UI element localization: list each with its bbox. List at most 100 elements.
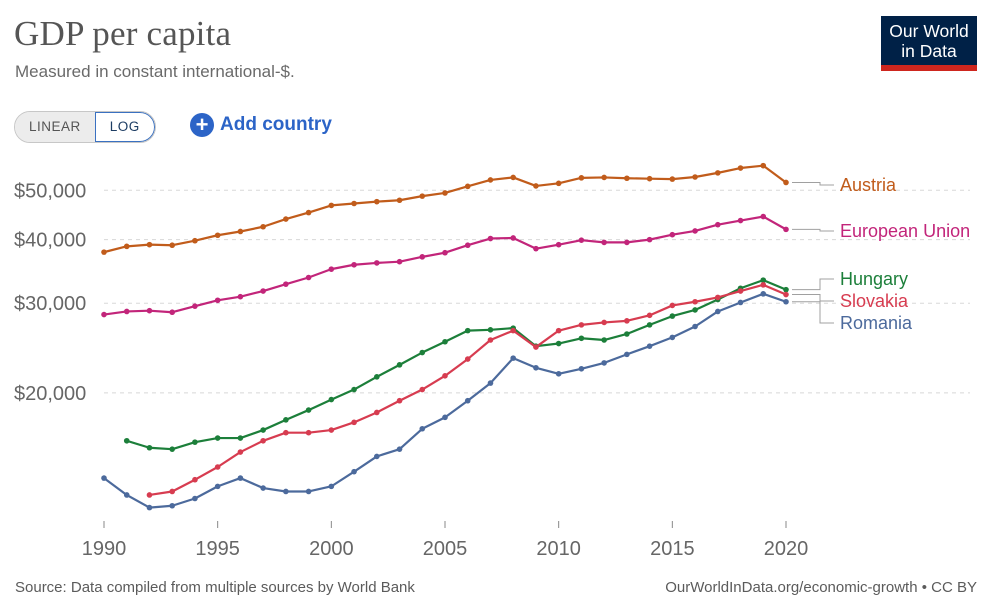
data-point-slovakia[interactable] (487, 337, 494, 343)
data-point-austria[interactable] (783, 179, 789, 186)
data-point-european-union[interactable] (146, 307, 153, 314)
data-point-austria[interactable] (737, 165, 744, 171)
data-point-romania[interactable] (442, 414, 448, 421)
data-point-slovakia[interactable] (192, 476, 198, 483)
data-point-slovakia[interactable] (510, 327, 516, 334)
data-point-romania[interactable] (101, 475, 107, 481)
data-point-austria[interactable] (487, 177, 494, 183)
series-line-hungary[interactable] (126, 279, 787, 451)
data-point-european-union[interactable] (305, 274, 312, 281)
data-point-slovakia[interactable] (783, 291, 789, 298)
data-point-austria[interactable] (715, 170, 721, 176)
data-point-austria[interactable] (328, 202, 335, 209)
data-point-austria[interactable] (692, 174, 698, 180)
data-point-austria[interactable] (419, 193, 426, 199)
data-point-hungary[interactable] (260, 427, 266, 433)
data-point-slovakia[interactable] (214, 464, 221, 470)
data-point-austria[interactable] (624, 175, 630, 182)
data-point-european-union[interactable] (646, 236, 653, 243)
data-point-slovakia[interactable] (351, 419, 357, 426)
data-point-romania[interactable] (510, 355, 516, 361)
data-point-austria[interactable] (646, 175, 653, 182)
data-point-hungary[interactable] (283, 417, 289, 423)
source-link[interactable]: OurWorldInData.org/economic-growth • CC … (665, 579, 977, 596)
data-point-hungary[interactable] (442, 338, 448, 345)
data-point-slovakia[interactable] (669, 302, 676, 309)
data-point-austria[interactable] (123, 243, 130, 250)
data-point-austria[interactable] (396, 197, 403, 204)
data-point-hungary[interactable] (374, 374, 380, 380)
data-point-hungary[interactable] (237, 435, 244, 441)
data-point-austria[interactable] (442, 190, 448, 196)
data-point-hungary[interactable] (464, 327, 471, 334)
data-point-european-union[interactable] (101, 311, 107, 318)
data-point-romania[interactable] (192, 495, 198, 502)
data-point-slovakia[interactable] (692, 298, 698, 305)
owid-logo[interactable]: Our World in Data (881, 16, 977, 71)
data-point-slovakia[interactable] (328, 427, 335, 433)
data-point-austria[interactable] (101, 249, 107, 255)
data-point-european-union[interactable] (601, 239, 607, 246)
data-point-slovakia[interactable] (283, 429, 289, 436)
data-point-slovakia[interactable] (374, 409, 380, 416)
data-point-austria[interactable] (214, 232, 221, 239)
data-point-austria[interactable] (192, 237, 198, 244)
series-label-slovakia[interactable]: Slovakia (840, 291, 909, 311)
data-point-slovakia[interactable] (464, 356, 471, 362)
data-point-hungary[interactable] (646, 322, 653, 328)
data-point-slovakia[interactable] (624, 318, 630, 324)
data-point-slovakia[interactable] (260, 437, 266, 444)
data-point-austria[interactable] (237, 228, 244, 235)
data-point-romania[interactable] (624, 351, 630, 358)
data-point-european-union[interactable] (374, 260, 380, 266)
data-point-romania[interactable] (692, 323, 698, 330)
data-point-european-union[interactable] (123, 308, 130, 315)
data-point-austria[interactable] (760, 162, 767, 169)
data-point-slovakia[interactable] (533, 344, 539, 350)
data-point-hungary[interactable] (419, 349, 426, 356)
data-point-european-union[interactable] (624, 239, 630, 246)
data-point-european-union[interactable] (578, 237, 585, 243)
data-point-romania[interactable] (237, 475, 244, 481)
data-point-european-union[interactable] (214, 297, 221, 304)
data-point-european-union[interactable] (669, 231, 676, 238)
data-point-hungary[interactable] (123, 437, 130, 444)
data-point-slovakia[interactable] (169, 488, 175, 495)
data-point-austria[interactable] (601, 174, 607, 181)
data-point-romania[interactable] (396, 446, 403, 452)
series-label-hungary[interactable]: Hungary (840, 269, 908, 289)
data-point-romania[interactable] (737, 299, 744, 306)
series-line-romania[interactable] (103, 292, 787, 509)
data-point-austria[interactable] (669, 176, 676, 182)
data-point-austria[interactable] (169, 242, 175, 249)
data-point-romania[interactable] (351, 468, 357, 475)
data-point-european-union[interactable] (783, 226, 789, 233)
data-point-austria[interactable] (464, 183, 471, 190)
data-point-hungary[interactable] (783, 286, 789, 293)
data-point-european-union[interactable] (442, 249, 448, 256)
data-point-hungary[interactable] (624, 331, 630, 337)
data-point-romania[interactable] (578, 365, 585, 372)
data-point-romania[interactable] (464, 397, 471, 404)
data-point-romania[interactable] (146, 504, 153, 511)
series-label-austria[interactable]: Austria (840, 175, 897, 195)
data-point-european-union[interactable] (533, 245, 539, 252)
data-point-european-union[interactable] (715, 221, 721, 228)
data-point-european-union[interactable] (237, 293, 244, 300)
data-point-slovakia[interactable] (237, 449, 244, 455)
data-point-romania[interactable] (214, 483, 221, 490)
data-point-hungary[interactable] (760, 277, 767, 283)
series-line-slovakia[interactable] (149, 283, 787, 497)
data-point-romania[interactable] (305, 488, 312, 495)
data-point-romania[interactable] (760, 291, 767, 297)
data-point-slovakia[interactable] (737, 288, 744, 294)
data-point-european-union[interactable] (487, 235, 494, 242)
data-point-hungary[interactable] (146, 444, 153, 451)
data-point-austria[interactable] (555, 180, 562, 187)
data-point-slovakia[interactable] (578, 322, 585, 328)
data-point-romania[interactable] (283, 488, 289, 495)
data-point-european-union[interactable] (737, 217, 744, 224)
data-point-slovakia[interactable] (555, 327, 562, 334)
log-scale-button[interactable]: LOG (94, 112, 155, 142)
data-point-austria[interactable] (374, 198, 380, 205)
